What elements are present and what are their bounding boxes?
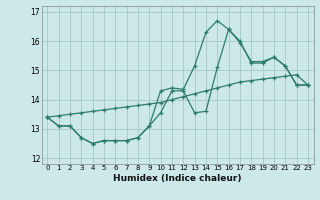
X-axis label: Humidex (Indice chaleur): Humidex (Indice chaleur) <box>113 174 242 183</box>
